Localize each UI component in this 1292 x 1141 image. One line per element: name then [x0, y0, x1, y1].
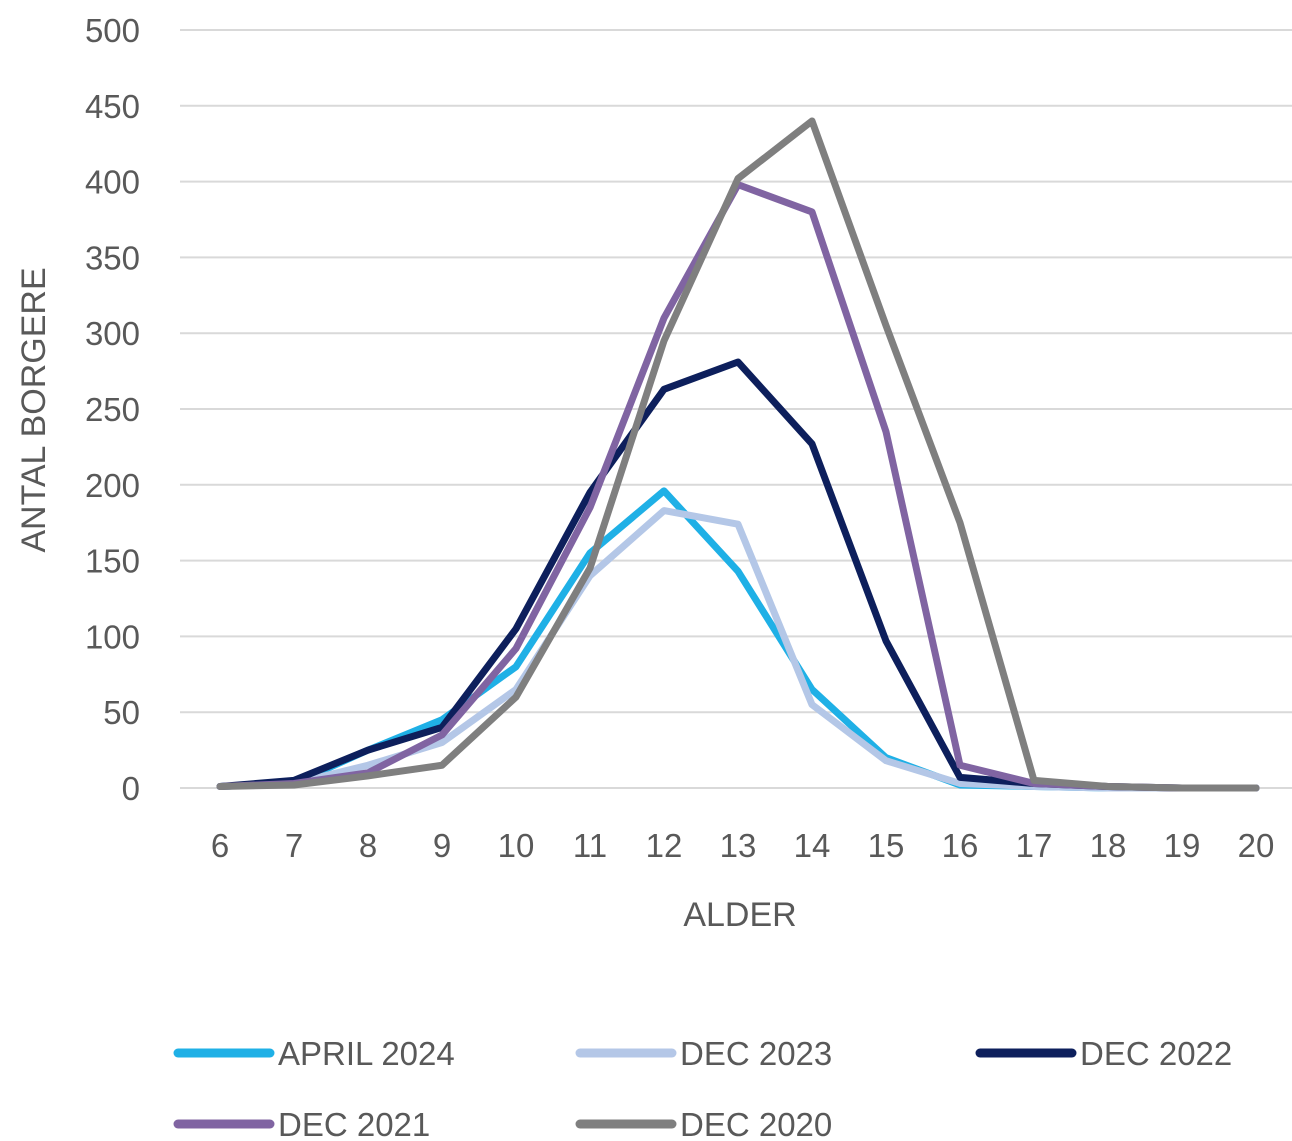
x-tick-label: 16 [942, 827, 979, 864]
legend: APRIL 2024 DEC 2023 DEC 2022 DEC 2021 DEC 20… [173, 1035, 1232, 1141]
x-tick-label: 14 [794, 827, 831, 864]
legend-label: DEC 2020 [680, 1106, 832, 1141]
legend-label: DEC 2021 [278, 1106, 430, 1141]
x-tick-label: 11 [573, 827, 607, 864]
y-tick-label: 350 [85, 239, 140, 276]
y-tick-label: 0 [122, 770, 140, 807]
y-tick-label: 450 [85, 88, 140, 125]
legend-label: DEC 2023 [680, 1035, 832, 1072]
series-lines [216, 117, 1260, 792]
series-line-4 [216, 117, 1260, 792]
x-tick-label: 7 [285, 827, 303, 864]
legend-item: DEC 2020 [575, 1106, 832, 1141]
x-tick-label: 19 [1164, 827, 1201, 864]
x-tick-label: 10 [498, 827, 535, 864]
y-tick-label: 100 [85, 618, 140, 655]
x-tick-label: 18 [1090, 827, 1127, 864]
series-line-3 [216, 181, 1260, 792]
x-tick-label: 15 [868, 827, 905, 864]
y-tick-label: 50 [103, 694, 140, 731]
x-tick-label: 12 [646, 827, 683, 864]
x-tick-label: 17 [1016, 827, 1053, 864]
y-axis-title: ANTAL BORGERE [15, 267, 53, 552]
x-tick-label: 6 [211, 827, 229, 864]
series-line-0 [216, 487, 1260, 792]
legend-item: DEC 2023 [575, 1035, 832, 1072]
x-tick-label: 13 [720, 827, 757, 864]
y-tick-label: 250 [85, 391, 140, 428]
y-tick-label: 300 [85, 315, 140, 352]
y-tick-label: 500 [85, 12, 140, 49]
y-tick-label: 200 [85, 467, 140, 504]
legend-item: DEC 2021 [173, 1106, 430, 1141]
x-tick-label: 9 [433, 827, 451, 864]
x-tick-label: 20 [1238, 827, 1275, 864]
legend-label: APRIL 2024 [278, 1035, 455, 1072]
gridlines [180, 29, 1292, 789]
legend-item: APRIL 2024 [173, 1035, 455, 1072]
x-axis-ticks: 6 7 8 9 10 11 12 13 14 15 16 17 18 19 20 [211, 827, 1275, 864]
y-tick-label: 400 [85, 164, 140, 201]
y-axis-ticks: 0 50 100 150 200 250 300 350 400 450 500 [85, 12, 140, 807]
legend-label: DEC 2022 [1080, 1035, 1232, 1072]
legend-item: DEC 2022 [975, 1035, 1232, 1072]
y-tick-label: 150 [85, 543, 140, 580]
x-axis-title: ALDER [683, 896, 796, 934]
x-tick-label: 8 [359, 827, 377, 864]
